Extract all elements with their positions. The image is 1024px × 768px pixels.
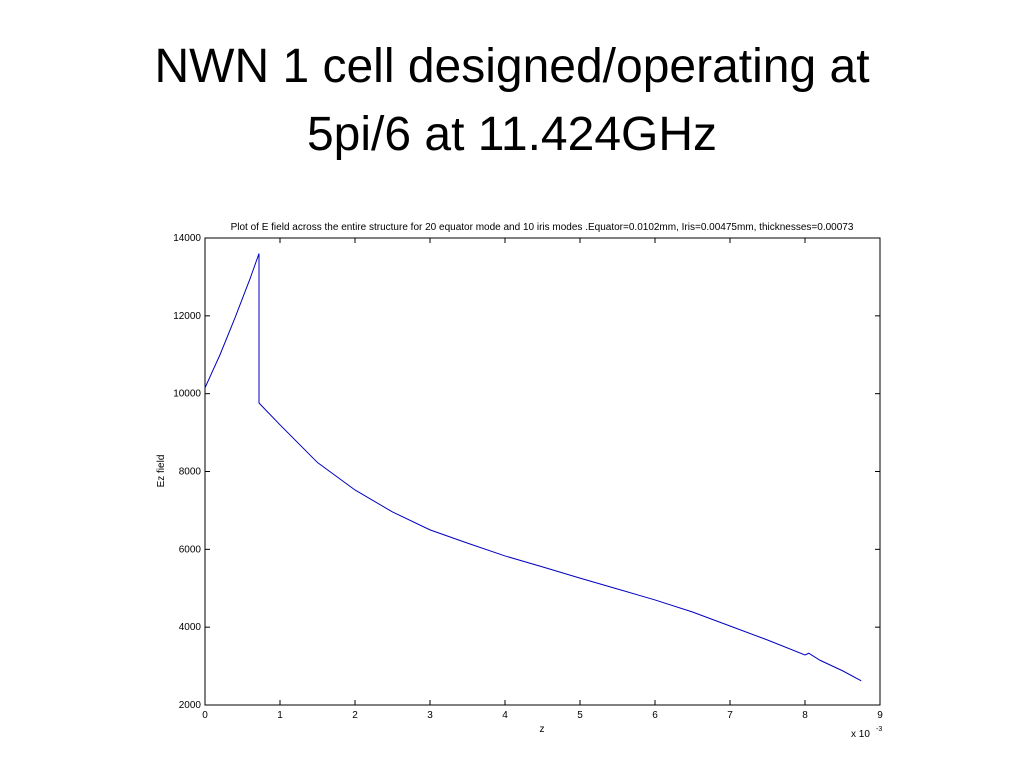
- plot-frame: [204, 237, 881, 706]
- y-axis-label: Ez field: [156, 455, 167, 488]
- x-axis-label: z: [540, 724, 545, 735]
- y-tick-label: 6000: [179, 544, 202, 555]
- x-tick-label: 7: [727, 710, 733, 721]
- x-tick-label: 1: [277, 710, 283, 721]
- y-tick-label: 10000: [173, 389, 201, 400]
- x-tick-label: 6: [652, 710, 658, 721]
- y-tick-label: 2000: [179, 700, 202, 711]
- slide-title: 5pi/6 at 11.424GHz: [307, 108, 717, 161]
- x-tick-label: 8: [802, 710, 808, 721]
- y-tick-label: 4000: [179, 622, 202, 633]
- chart-title: Plot of E field across the entire struct…: [231, 222, 854, 233]
- x-tick-label: 2: [352, 710, 358, 721]
- slide-title: NWN 1 cell designed/operating at: [154, 40, 869, 93]
- x-tick-label: 4: [502, 710, 508, 721]
- y-tick-label: 12000: [173, 311, 201, 322]
- x-tick-label: 0: [202, 710, 208, 721]
- x-tick-label: 9: [877, 710, 883, 721]
- x-tick-label: 3: [427, 710, 433, 721]
- x-scale-exponent: -3: [876, 726, 882, 733]
- x-scale-label: x 10: [851, 729, 870, 740]
- y-tick-label: 14000: [173, 233, 201, 244]
- y-tick-label: 8000: [179, 467, 202, 478]
- data-line: [204, 253, 862, 682]
- x-tick-label: 5: [577, 710, 583, 721]
